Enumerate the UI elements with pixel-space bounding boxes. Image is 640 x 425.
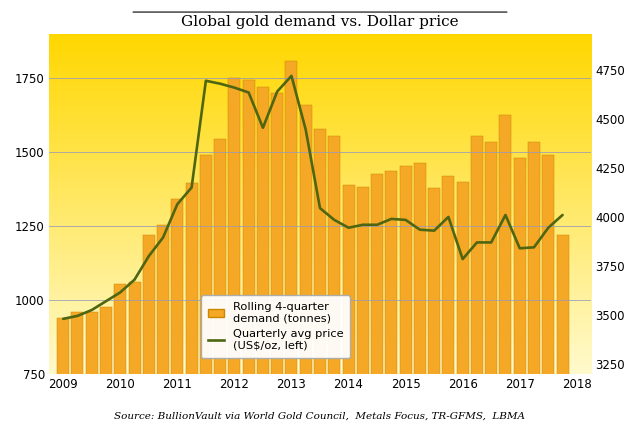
Bar <box>457 182 468 425</box>
Bar <box>100 307 112 425</box>
Bar <box>214 139 226 425</box>
Bar <box>228 79 241 425</box>
Bar <box>557 235 568 425</box>
Bar <box>285 61 298 425</box>
Bar <box>528 142 540 425</box>
Bar <box>86 312 98 425</box>
Bar <box>300 105 312 425</box>
Bar <box>143 235 155 425</box>
Bar <box>243 80 255 425</box>
Bar <box>271 93 283 425</box>
Bar <box>72 312 83 425</box>
Text: Global gold demand vs. Dollar price: Global gold demand vs. Dollar price <box>181 15 459 29</box>
Bar <box>542 155 554 425</box>
Bar <box>414 164 426 425</box>
Bar <box>172 199 183 425</box>
Bar <box>115 283 126 425</box>
Bar <box>428 188 440 425</box>
Bar <box>129 282 141 425</box>
Bar <box>314 129 326 425</box>
Legend: Rolling 4-quarter
demand (tonnes), Quarterly avg price
(US$/oz, left): Rolling 4-quarter demand (tonnes), Quart… <box>201 295 350 358</box>
Bar <box>200 155 212 425</box>
Bar <box>157 224 169 425</box>
Bar <box>385 171 397 425</box>
Bar <box>399 165 412 425</box>
Bar <box>514 158 525 425</box>
Bar <box>371 174 383 425</box>
Bar <box>328 136 340 425</box>
Bar <box>485 142 497 425</box>
Bar <box>186 183 198 425</box>
Bar <box>471 136 483 425</box>
Bar <box>357 187 369 425</box>
Bar <box>499 115 511 425</box>
Bar <box>442 176 454 425</box>
Bar <box>257 87 269 425</box>
Text: Source: BullionVault via World Gold Council,  Metals Focus, TR-GFMS,  LBMA: Source: BullionVault via World Gold Coun… <box>115 412 525 421</box>
Bar <box>342 185 355 425</box>
Bar <box>57 317 69 425</box>
